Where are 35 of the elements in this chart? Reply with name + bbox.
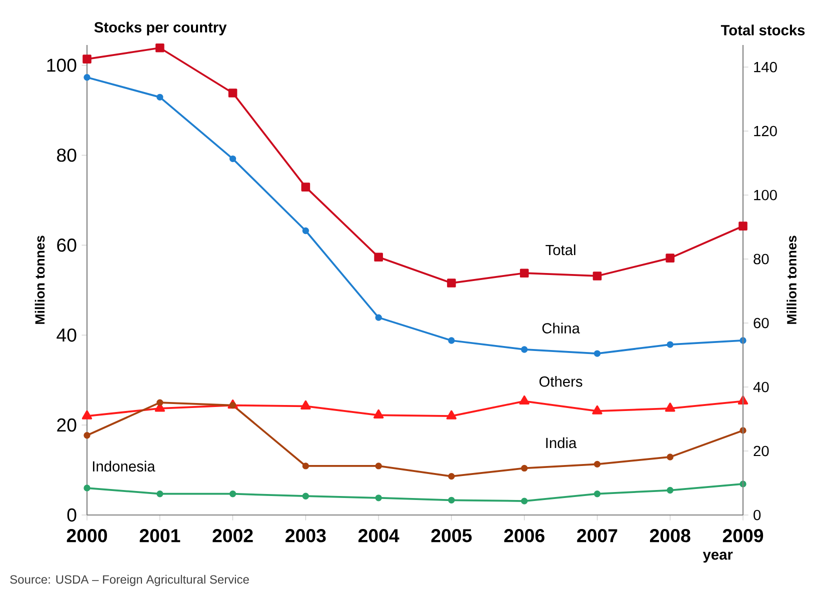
x-tick-label: 2006 [504,529,544,542]
y-tick-label: 40 [56,328,76,342]
y2-tick-label: 20 [754,446,769,456]
y2-tick-label: 120 [754,126,777,136]
y2-axis-title: Million tonnes [786,236,796,324]
series-label: China [542,322,580,334]
x-tick-label: 2004 [358,529,400,542]
source-note: Source: USDA – Foreign Agricultural Service [10,574,249,586]
x-tick-label: 2007 [577,529,618,542]
series-label: Indonesia [93,460,156,472]
x-tick-label: 2002 [212,529,253,542]
y2-tick-label: 80 [754,254,769,264]
y2-tick-label: 100 [754,190,777,200]
x-tick-label: 2003 [286,529,326,542]
x-axis-title: year [702,552,733,563]
x-tick-label: 2008 [650,529,690,542]
y-axis-title: Million tonnes [34,236,45,324]
y2-tick-label: 60 [754,318,769,328]
y-tick-label: 20 [57,418,76,432]
x-tick-label: 2000 [66,529,107,542]
x-tick-label: 2009 [722,529,764,542]
y-tick-label: 100 [47,58,76,72]
y-tick-label: 0 [67,508,76,522]
series-label: Total [546,244,576,256]
text: Stocks per country [94,22,227,36]
series-label: Others [539,376,582,387]
y2-tick-label: 40 [753,382,769,392]
series-label: India [546,437,577,448]
text: Total stocks [720,24,805,36]
y-tick-label: 60 [57,238,76,252]
y2-tick-label: 0 [754,510,761,520]
x-tick-label: 2005 [431,529,472,542]
y2-tick-label: 140 [754,62,777,72]
y-tick-label: 80 [57,148,76,162]
x-tick-label: 2001 [140,529,180,542]
